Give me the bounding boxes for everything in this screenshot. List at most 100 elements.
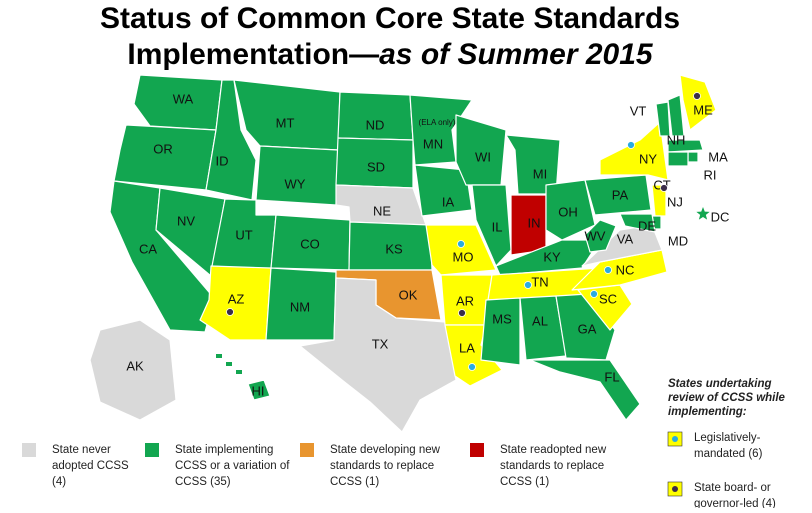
state-label: MS xyxy=(492,311,512,326)
review-marker xyxy=(226,308,234,316)
review-swatch-marker xyxy=(672,436,678,442)
state-labels: WA OR CA NV ID MT WY UT CO AZ NM ND SD NE KS OK TX MN IA MO… xyxy=(126,91,729,398)
legend-swatch xyxy=(145,443,159,457)
state-label: IL xyxy=(492,219,503,234)
dc-star xyxy=(696,207,710,220)
state-label: PA xyxy=(612,187,629,202)
state-label: OK xyxy=(399,287,418,302)
state-shape xyxy=(471,184,512,267)
legend-text: CCSS (35) xyxy=(175,476,231,488)
title-line-2: Implementation—as of Summer 2015 xyxy=(127,38,653,71)
state-label: MD xyxy=(668,233,688,248)
review-title: review of CCSS while xyxy=(668,392,786,404)
review-marker xyxy=(457,240,465,248)
state-label: OR xyxy=(153,141,173,156)
state-label: MN xyxy=(423,136,443,151)
state-label: MT xyxy=(276,115,295,130)
review-marker xyxy=(468,363,476,371)
review-swatch-marker xyxy=(672,486,678,492)
state-label: RI xyxy=(704,167,717,182)
state-label: IA xyxy=(442,194,455,209)
state-shape xyxy=(113,124,217,191)
state-shape xyxy=(529,359,641,421)
state-shape xyxy=(667,139,704,153)
review-text: State board- or xyxy=(694,482,771,494)
legend-text: State never xyxy=(52,444,111,456)
state-shape xyxy=(679,74,717,131)
review-marker xyxy=(693,92,701,100)
review-text: Legislatively- xyxy=(694,432,761,444)
state-label: CA xyxy=(139,241,157,256)
state-label: ID xyxy=(216,153,229,168)
review-marker xyxy=(458,309,466,317)
legend-text: (4) xyxy=(52,476,66,488)
legend-text: State implementing xyxy=(175,444,273,456)
state-shape xyxy=(205,79,257,201)
state-shape xyxy=(667,94,685,137)
state-label: NY xyxy=(639,151,657,166)
state-shape xyxy=(571,249,668,291)
review-title: States undertaking xyxy=(668,378,772,390)
legend-text: CCSS or a variation of xyxy=(175,460,290,472)
state-shape xyxy=(584,219,617,253)
legend-text: CCSS (1) xyxy=(500,476,549,488)
state-label: SD xyxy=(367,159,385,174)
state-label: AK xyxy=(126,358,144,373)
state-shape xyxy=(619,213,656,233)
state-label: MO xyxy=(453,249,474,264)
state-label: UT xyxy=(235,227,252,242)
state-label: FL xyxy=(604,369,619,384)
state-shape xyxy=(667,151,689,167)
review-marker xyxy=(604,266,612,274)
state-label: WI xyxy=(475,149,491,164)
review-marker xyxy=(524,281,532,289)
state-shape xyxy=(480,297,521,366)
state-shape xyxy=(584,174,652,216)
state-label: TX xyxy=(372,336,389,351)
title-line-1: Status of Common Core State Standards xyxy=(100,2,680,35)
legend-text: State readopted new xyxy=(500,444,607,456)
legend-text: CCSS (1) xyxy=(330,476,379,488)
state-label: NJ xyxy=(667,194,683,209)
state-label: NC xyxy=(616,262,635,277)
state-label: OH xyxy=(558,204,578,219)
hi-island xyxy=(216,354,222,358)
state-label: NE xyxy=(373,203,391,218)
state-label: TN xyxy=(531,274,548,289)
review-text: mandated (6) xyxy=(694,448,763,460)
review-marker xyxy=(660,184,668,192)
state-label: ME xyxy=(693,102,713,117)
state-label: CO xyxy=(300,236,320,251)
state-shape xyxy=(505,134,561,195)
state-label: MA xyxy=(708,149,728,164)
review-marker xyxy=(590,290,598,298)
state-label: WY xyxy=(285,176,306,191)
legend-text: standards to replace xyxy=(500,460,604,472)
state-label: LA xyxy=(459,340,475,355)
state-label: WV xyxy=(585,228,606,243)
state-label: ND xyxy=(366,117,385,132)
state-label: KY xyxy=(543,249,561,264)
review-title: implementing: xyxy=(668,406,747,418)
state-label: DE xyxy=(638,218,656,233)
legend-swatch xyxy=(470,443,484,457)
hi-island xyxy=(236,370,242,374)
title-italic: as of Summer 2015 xyxy=(379,38,654,71)
state-label: AR xyxy=(456,293,474,308)
state-shape xyxy=(425,224,497,276)
mn-note: (ELA only) xyxy=(419,118,456,127)
legend-text: adopted CCSS xyxy=(52,460,129,472)
state-label: VA xyxy=(617,231,634,246)
state-shape xyxy=(599,121,669,181)
state-label: NV xyxy=(177,213,195,228)
title-main: Implementation— xyxy=(127,38,379,71)
legend-text: standards to replace xyxy=(330,460,434,472)
state-label: NH xyxy=(667,132,686,147)
state-shape xyxy=(545,179,596,241)
state-label: AZ xyxy=(228,291,245,306)
state-label: IN xyxy=(528,215,541,230)
review-marker xyxy=(627,141,635,149)
state-label: VT xyxy=(630,103,647,118)
state-shape xyxy=(89,319,177,421)
state-shape xyxy=(651,184,667,217)
